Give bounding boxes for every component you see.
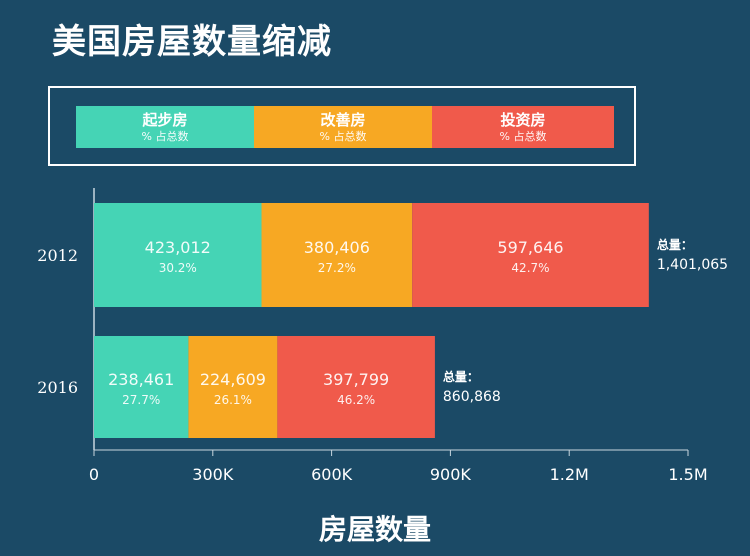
bar-segment bbox=[94, 203, 262, 307]
total-label: 总量： bbox=[443, 369, 479, 384]
bar-percent-label: 42.7% bbox=[511, 261, 549, 275]
bar-segment bbox=[94, 336, 189, 438]
total-value: 1,401,065 bbox=[657, 257, 728, 273]
x-tick-label: 1.2M bbox=[550, 465, 589, 484]
bar-percent-label: 27.7% bbox=[122, 393, 160, 407]
x-tick-label: 1.5M bbox=[668, 465, 707, 484]
bar-value-label: 380,406 bbox=[304, 238, 370, 257]
x-tick-label: 300K bbox=[192, 465, 234, 484]
category-label: 2016 bbox=[37, 378, 78, 397]
x-tick-label: 600K bbox=[311, 465, 353, 484]
bar-segment bbox=[188, 336, 278, 438]
bar-value-label: 597,646 bbox=[497, 238, 563, 257]
bar-value-label: 238,461 bbox=[108, 370, 174, 389]
bar-segment bbox=[277, 336, 435, 438]
x-tick-label: 900K bbox=[430, 465, 472, 484]
legend-item-investment: 投资房 % 占总数 bbox=[432, 106, 614, 148]
bar-percent-label: 27.2% bbox=[318, 261, 356, 275]
legend-label: 投资房 bbox=[500, 110, 546, 129]
legend-item-starter: 起步房 % 占总数 bbox=[76, 106, 254, 148]
bar-segment bbox=[261, 203, 413, 307]
x-axis-label: 房屋数量 bbox=[318, 513, 431, 546]
legend-sublabel: % 占总数 bbox=[319, 129, 367, 143]
legend-sublabel: % 占总数 bbox=[141, 129, 189, 143]
x-tick-label: 0 bbox=[89, 465, 99, 484]
chart-title: 美国房屋数量缩减 bbox=[52, 22, 332, 62]
legend-label: 起步房 bbox=[142, 110, 188, 129]
bar-value-label: 397,799 bbox=[323, 370, 389, 389]
total-value: 860,868 bbox=[443, 389, 501, 405]
bar-percent-label: 26.1% bbox=[214, 393, 252, 407]
bar-percent-label: 46.2% bbox=[337, 393, 375, 407]
category-label: 2012 bbox=[37, 246, 78, 265]
legend-label: 改善房 bbox=[320, 110, 366, 129]
legend: 起步房 % 占总数 改善房 % 占总数 投资房 % 占总数 bbox=[48, 86, 636, 166]
legend-item-upgrade: 改善房 % 占总数 bbox=[254, 106, 432, 148]
bar-value-label: 423,012 bbox=[145, 238, 211, 257]
legend-sublabel: % 占总数 bbox=[499, 129, 547, 143]
total-label: 总量： bbox=[657, 237, 693, 252]
bar-percent-label: 30.2% bbox=[159, 261, 197, 275]
bar-value-label: 224,609 bbox=[200, 370, 266, 389]
bar-segment bbox=[412, 203, 649, 307]
